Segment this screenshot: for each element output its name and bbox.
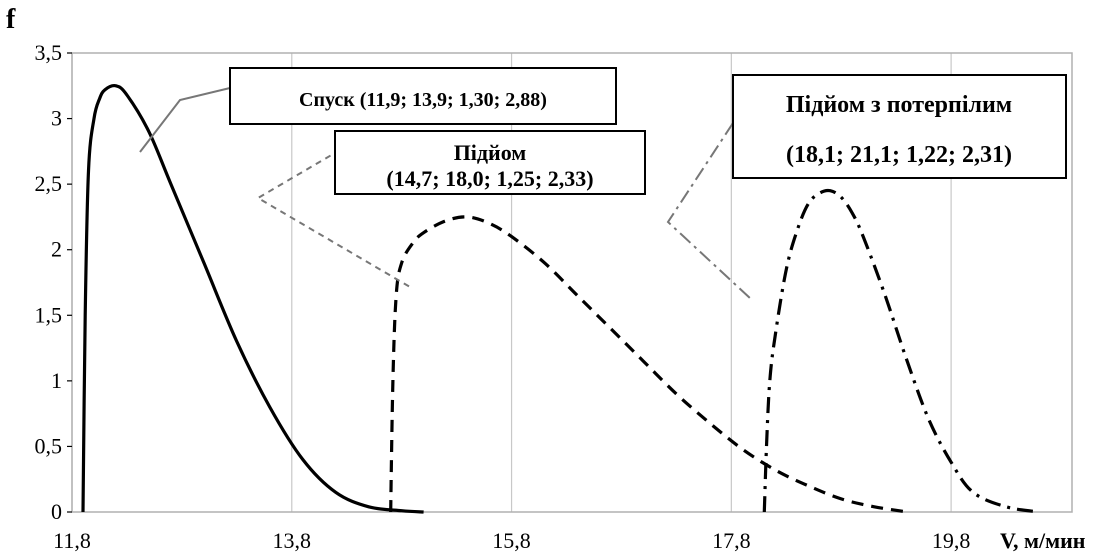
plot-border (71, 52, 1073, 513)
y-tick-label: 1,5 (35, 302, 63, 327)
annotation-leaders (139, 87, 753, 301)
annotation-text: Спуск (11,9; 13,9; 1,30; 2,88) (299, 89, 547, 111)
annotation-text: Підйом (454, 140, 527, 165)
annotation-1: Спуск (11,9; 13,9; 1,30; 2,88) (229, 67, 617, 125)
x-tick-label: 17,8 (712, 528, 751, 553)
annotation-box (229, 67, 617, 125)
leader-line-3 (666, 122, 753, 301)
y-axis-ticks: 0 0,5 1 1,5 2 2,5 3 3,5 (35, 40, 72, 524)
y-axis-title: f (6, 4, 16, 35)
series-line-1 (81, 84, 424, 514)
annotations: Спуск (11,9; 13,9; 1,30; 2,88) Підйом(14,… (229, 67, 1067, 195)
x-tick-label: 15,8 (492, 528, 531, 553)
y-tick-label: 3,5 (35, 40, 63, 65)
x-tick-label: 11,8 (53, 528, 91, 553)
y-tick-label: 3 (51, 106, 62, 131)
y-tick-label: 2,5 (35, 171, 63, 196)
x-axis-ticks: 11,8 13,8 15,8 17,8 19,8 (53, 528, 970, 553)
series-group (81, 84, 1040, 514)
annotation-3: Підйом з потерпілим (18,1; 21,1; 1,22; 2,… (732, 74, 1067, 179)
series-line-2 (389, 215, 908, 514)
annotation-text: Підйом з потерпілим (786, 92, 1012, 118)
annotation-box (334, 130, 646, 195)
x-tick-label: 19,8 (932, 528, 971, 553)
annotation-text: (18,1; 21,1; 1,22; 2,31) (786, 142, 1012, 168)
plot-area (71, 52, 1073, 513)
annotation-text: (14,7; 18,0; 1,25; 2,33) (386, 166, 593, 191)
annotation-2: Підйом(14,7; 18,0; 1,25; 2,33) (334, 130, 646, 195)
y-tick-label: 0 (51, 499, 62, 524)
x-axis-title: V, м/мин (1000, 528, 1086, 553)
y-tick-label: 1 (51, 368, 62, 393)
y-tick-label: 0,5 (35, 433, 63, 458)
leader-line-1 (139, 87, 231, 153)
x-tick-label: 13,8 (273, 528, 312, 553)
annotation-box (732, 74, 1067, 179)
series-line-3 (762, 188, 1040, 514)
y-tick-label: 2 (51, 237, 62, 262)
leader-line-2 (256, 149, 411, 288)
